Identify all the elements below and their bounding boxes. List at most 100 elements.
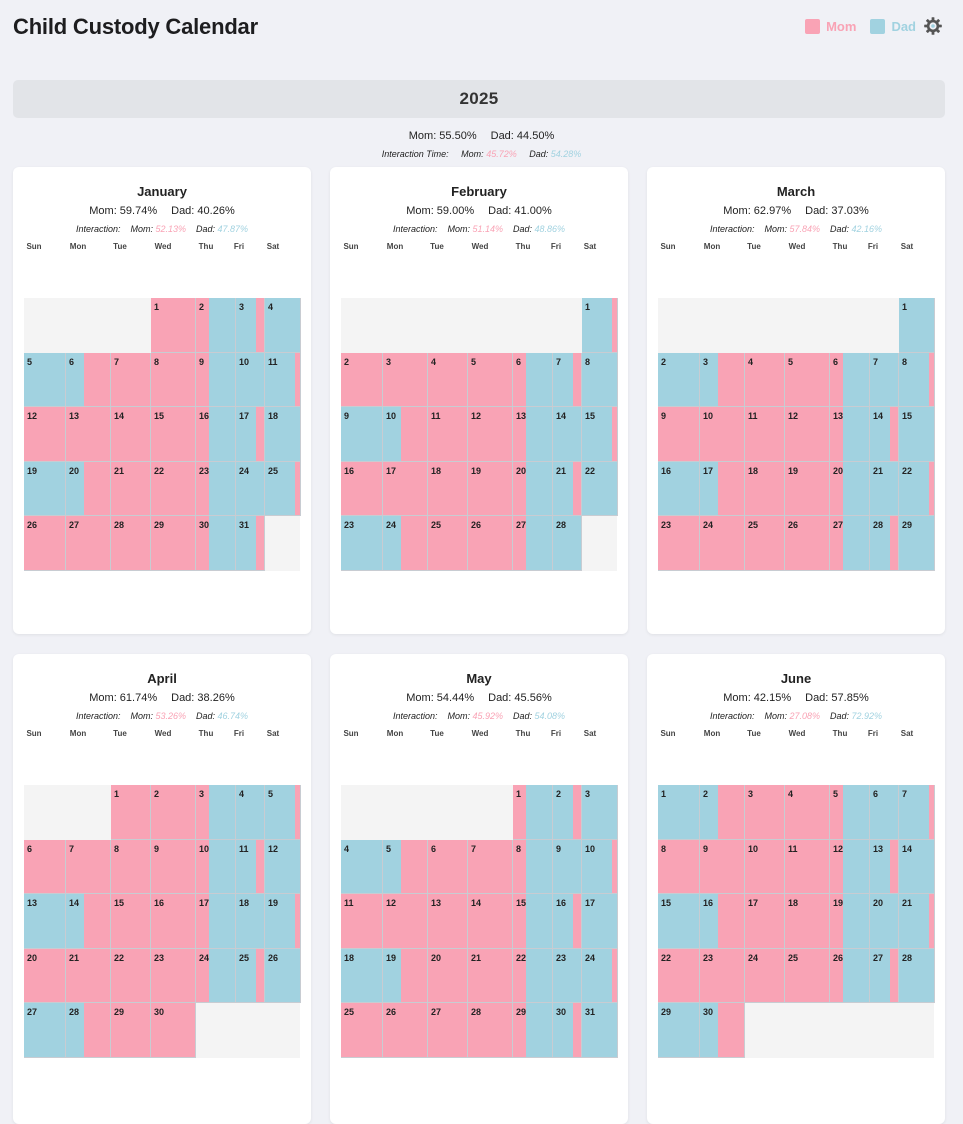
day-cell[interactable]: 21 (66, 948, 111, 1003)
day-cell[interactable]: 10 (196, 839, 236, 894)
day-cell[interactable]: 23 (553, 948, 582, 1003)
day-cell[interactable]: 29 (658, 1003, 700, 1058)
day-cell[interactable]: 8 (582, 352, 618, 407)
day-cell[interactable]: 24 (383, 516, 428, 571)
day-cell[interactable]: 31 (236, 516, 265, 571)
day-cell[interactable]: 25 (265, 461, 301, 516)
day-cell[interactable]: 2 (700, 785, 745, 840)
day-cell[interactable]: 8 (151, 352, 196, 407)
day-cell[interactable]: 25 (428, 516, 468, 571)
day-cell[interactable]: 3 (196, 785, 236, 840)
day-cell[interactable]: 6 (513, 352, 553, 407)
day-cell[interactable]: 22 (658, 948, 700, 1003)
day-cell[interactable]: 13 (513, 407, 553, 462)
day-cell[interactable]: 19 (785, 461, 830, 516)
day-cell[interactable]: 20 (870, 894, 899, 949)
day-cell[interactable]: 23 (341, 516, 383, 571)
day-cell[interactable]: 15 (582, 407, 618, 462)
day-cell[interactable]: 26 (830, 948, 870, 1003)
day-cell[interactable]: 10 (745, 839, 785, 894)
day-cell[interactable]: 11 (265, 352, 301, 407)
day-cell[interactable]: 9 (151, 839, 196, 894)
day-cell[interactable]: 12 (468, 407, 513, 462)
legend-dad[interactable]: Dad (870, 18, 916, 34)
day-cell[interactable]: 30 (700, 1003, 745, 1058)
day-cell[interactable]: 21 (899, 894, 935, 949)
day-cell[interactable]: 25 (236, 948, 265, 1003)
day-cell[interactable]: 15 (658, 894, 700, 949)
day-cell[interactable]: 27 (513, 516, 553, 571)
day-cell[interactable]: 16 (341, 461, 383, 516)
day-cell[interactable]: 3 (582, 785, 618, 840)
day-cell[interactable]: 4 (236, 785, 265, 840)
day-cell[interactable]: 9 (553, 839, 582, 894)
day-cell[interactable]: 24 (582, 948, 618, 1003)
day-cell[interactable]: 27 (830, 516, 870, 571)
day-cell[interactable]: 26 (24, 516, 66, 571)
day-cell[interactable]: 17 (236, 407, 265, 462)
day-cell[interactable]: 10 (582, 839, 618, 894)
day-cell[interactable]: 1 (513, 785, 553, 840)
day-cell[interactable]: 7 (468, 839, 513, 894)
day-cell[interactable]: 2 (658, 352, 700, 407)
day-cell[interactable]: 25 (785, 948, 830, 1003)
day-cell[interactable]: 21 (111, 461, 151, 516)
day-cell[interactable]: 11 (745, 407, 785, 462)
day-cell[interactable]: 1 (111, 785, 151, 840)
day-cell[interactable]: 13 (66, 407, 111, 462)
day-cell[interactable]: 28 (111, 516, 151, 571)
day-cell[interactable]: 7 (553, 352, 582, 407)
day-cell[interactable]: 13 (428, 894, 468, 949)
day-cell[interactable]: 19 (383, 948, 428, 1003)
day-cell[interactable]: 4 (265, 298, 301, 353)
day-cell[interactable]: 25 (745, 516, 785, 571)
day-cell[interactable]: 15 (899, 407, 935, 462)
day-cell[interactable]: 7 (66, 839, 111, 894)
day-cell[interactable]: 18 (745, 461, 785, 516)
day-cell[interactable]: 16 (196, 407, 236, 462)
day-cell[interactable]: 8 (513, 839, 553, 894)
day-cell[interactable]: 22 (151, 461, 196, 516)
day-cell[interactable]: 8 (899, 352, 935, 407)
day-cell[interactable]: 3 (383, 352, 428, 407)
day-cell[interactable]: 18 (428, 461, 468, 516)
day-cell[interactable]: 14 (899, 839, 935, 894)
day-cell[interactable]: 21 (553, 461, 582, 516)
day-cell[interactable]: 4 (341, 839, 383, 894)
day-cell[interactable]: 17 (196, 894, 236, 949)
gear-icon[interactable] (923, 16, 943, 36)
day-cell[interactable]: 5 (24, 352, 66, 407)
day-cell[interactable]: 26 (468, 516, 513, 571)
day-cell[interactable]: 28 (66, 1003, 111, 1058)
day-cell[interactable]: 24 (700, 516, 745, 571)
day-cell[interactable]: 4 (745, 352, 785, 407)
day-cell[interactable]: 24 (196, 948, 236, 1003)
day-cell[interactable]: 14 (66, 894, 111, 949)
day-cell[interactable]: 17 (745, 894, 785, 949)
day-cell[interactable]: 19 (24, 461, 66, 516)
day-cell[interactable]: 5 (830, 785, 870, 840)
day-cell[interactable]: 5 (785, 352, 830, 407)
day-cell[interactable]: 6 (24, 839, 66, 894)
day-cell[interactable]: 13 (870, 839, 899, 894)
day-cell[interactable]: 31 (582, 1003, 618, 1058)
day-cell[interactable]: 28 (553, 516, 582, 571)
day-cell[interactable]: 5 (383, 839, 428, 894)
day-cell[interactable]: 29 (111, 1003, 151, 1058)
day-cell[interactable]: 18 (341, 948, 383, 1003)
day-cell[interactable]: 15 (151, 407, 196, 462)
day-cell[interactable]: 1 (582, 298, 618, 353)
day-cell[interactable]: 30 (196, 516, 236, 571)
day-cell[interactable]: 8 (111, 839, 151, 894)
day-cell[interactable]: 1 (899, 298, 935, 353)
day-cell[interactable]: 22 (899, 461, 935, 516)
day-cell[interactable]: 15 (111, 894, 151, 949)
day-cell[interactable]: 2 (151, 785, 196, 840)
day-cell[interactable]: 19 (830, 894, 870, 949)
day-cell[interactable]: 22 (111, 948, 151, 1003)
day-cell[interactable]: 9 (196, 352, 236, 407)
day-cell[interactable]: 18 (785, 894, 830, 949)
day-cell[interactable]: 9 (658, 407, 700, 462)
day-cell[interactable]: 20 (24, 948, 66, 1003)
day-cell[interactable]: 7 (899, 785, 935, 840)
